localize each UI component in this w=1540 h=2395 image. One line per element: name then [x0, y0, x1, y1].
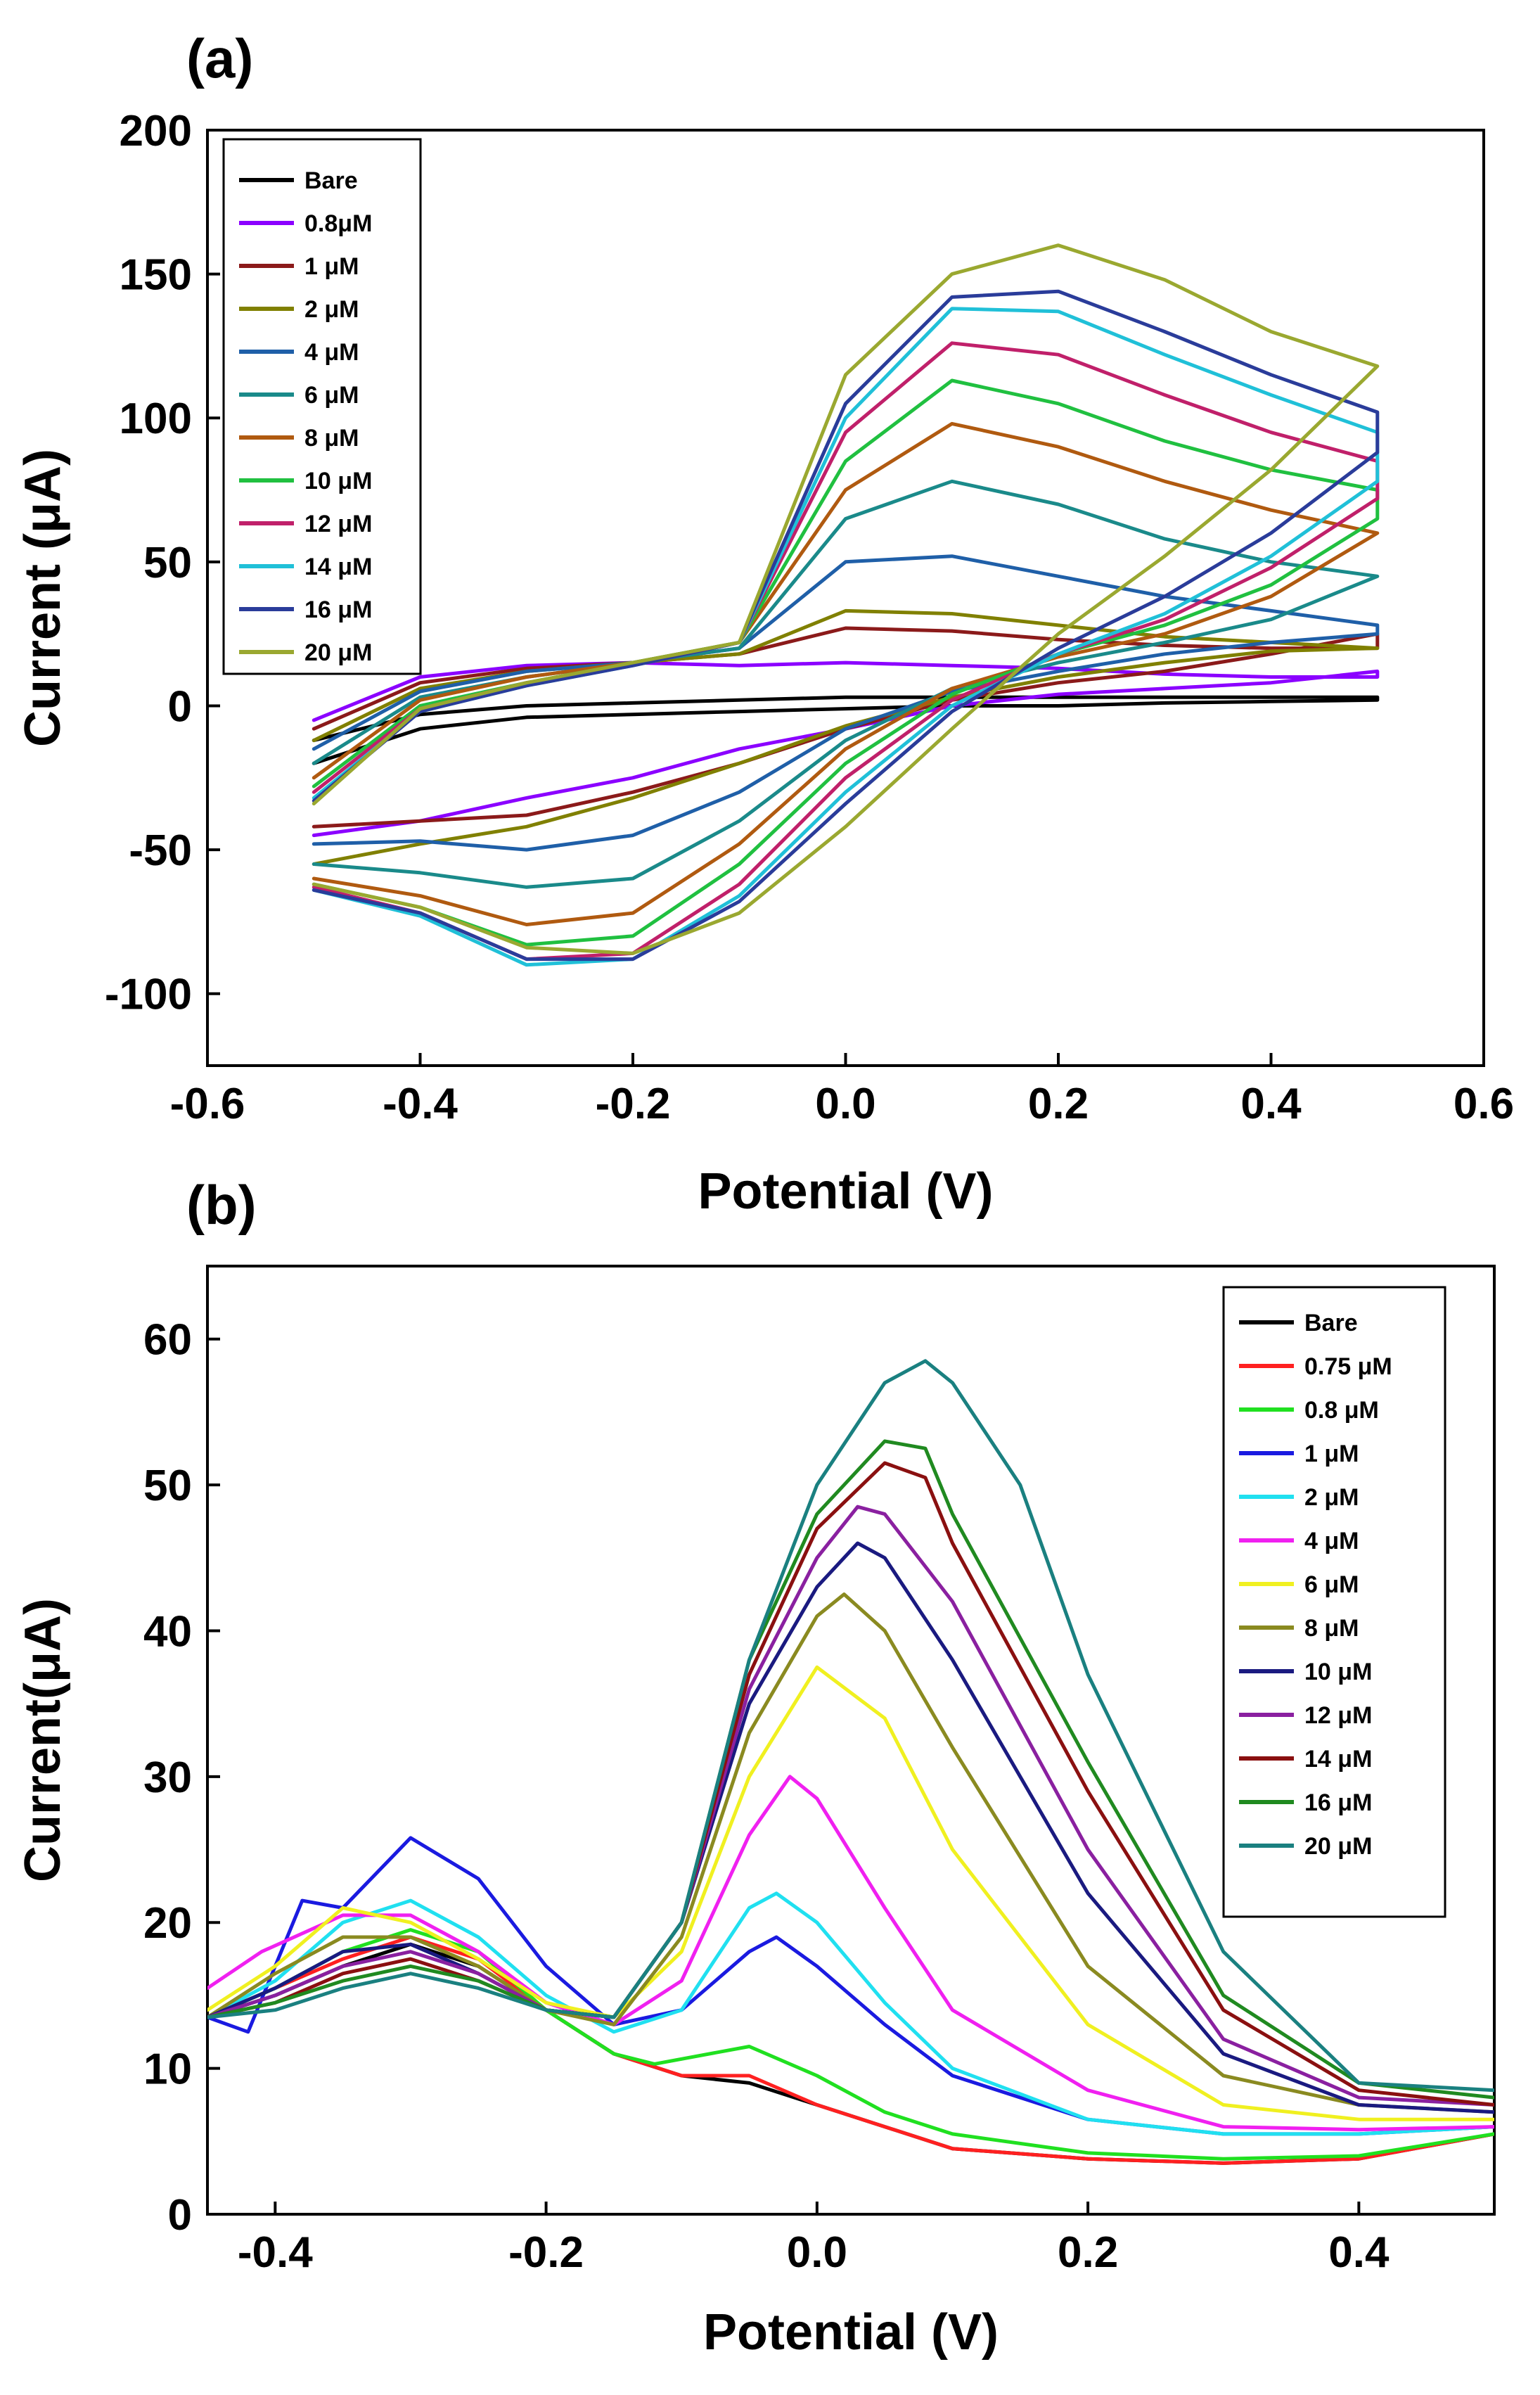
legend-entry: 2 μM: [1304, 1484, 1359, 1511]
y-tick-label: 50: [143, 1462, 192, 1510]
legend-entry: 2 μM: [304, 296, 359, 323]
legend-entry: 1 μM: [304, 253, 359, 280]
series-line: [207, 1359, 1494, 2093]
panel-label: (b): [186, 1174, 257, 1236]
legend-box: [1222, 1286, 1446, 1918]
legend-entry: 8 μM: [304, 425, 359, 452]
y-tick-label: 30: [143, 1754, 192, 1802]
x-axis-label: Potential (V): [698, 1163, 993, 1220]
series-line: [312, 341, 1380, 962]
y-tick-label: 20: [143, 1899, 192, 1948]
x-tick-label: -0.4: [238, 2228, 313, 2277]
series-group: [312, 243, 1380, 967]
panel-a: (a) -0.6 -0.4 -0.2 0.0 0.2 0.4 0.6 -100 -50 0 50 100…: [15, 27, 1514, 1220]
series-line: [207, 1665, 1494, 2121]
y-tick-label: -50: [129, 826, 192, 875]
legend-box: [222, 138, 422, 675]
legend-entry: 10 μM: [1304, 1659, 1372, 1685]
y-tick-label: 100: [120, 395, 192, 443]
y-tick-label: 50: [143, 539, 192, 587]
legend-entry: 20 μM: [1304, 1833, 1372, 1860]
x-axis-label: Potential (V): [703, 2304, 999, 2361]
panel-b: (b) -0.4 -0.2 0.0 0.2 0.4 0 10 20 30 40 50 60 Potenti…: [15, 1174, 1496, 2361]
y-tick-label: 40: [143, 1607, 192, 1656]
y-tick-label: -100: [105, 971, 192, 1019]
x-tick-label: -0.4: [383, 1080, 458, 1128]
series-line: [312, 695, 1380, 765]
legend-entry: Bare: [304, 167, 358, 194]
x-tick-label: 0.2: [1058, 2228, 1118, 2277]
legend-entry: 12 μM: [1304, 1702, 1372, 1729]
x-tick-label: -0.2: [596, 1080, 671, 1128]
x-tick-label: -0.2: [508, 2228, 584, 2277]
legend-entry: Bare: [1304, 1310, 1358, 1336]
x-tick-label: 0.2: [1028, 1080, 1089, 1128]
legend-entry: 6 μM: [1304, 1571, 1359, 1598]
series-line: [207, 1928, 1494, 2161]
legend-entry: 0.8 μM: [1304, 1397, 1379, 1424]
legend-entry: 16 μM: [304, 596, 372, 623]
series-line: [207, 1775, 1494, 2132]
series-line: [207, 1891, 1494, 2136]
y-tick-label: 60: [143, 1316, 192, 1365]
series-line: [312, 289, 1380, 962]
panel-label: (a): [186, 27, 253, 89]
series-line: [207, 1541, 1494, 2114]
legend-entry: 0.8μM: [304, 210, 372, 237]
y-tick-label: 10: [143, 2045, 192, 2094]
x-tick-label: 0.6: [1454, 1080, 1514, 1128]
y-tick-label: 0: [168, 2191, 192, 2240]
legend-entry: 1 μM: [1304, 1441, 1359, 1467]
legend-entry: 16 μM: [1304, 1789, 1372, 1816]
x-tick-label: -0.6: [170, 1080, 245, 1128]
legend-entry: 4 μM: [304, 339, 359, 366]
y-axis-label: Current (μA): [15, 449, 71, 747]
y-axis-label: Current(μA): [15, 1598, 71, 1882]
y-tick-label: 150: [120, 251, 192, 300]
legend-entry: 0.75 μM: [1304, 1353, 1392, 1380]
legend-entry: 12 μM: [304, 511, 372, 537]
legend-entry: 20 μM: [304, 639, 372, 666]
series-line: [312, 608, 1380, 866]
legend-entry: 4 μM: [1304, 1528, 1359, 1554]
y-tick-label: 200: [120, 107, 192, 155]
x-tick-label: 0.0: [815, 1080, 875, 1128]
series-line: [207, 1592, 1494, 2114]
series-line: [312, 660, 1380, 838]
series-line: [207, 1505, 1494, 2107]
legend-entry: 8 μM: [1304, 1615, 1359, 1642]
legend-entry: 6 μM: [304, 382, 359, 409]
legend-entry: 10 μM: [304, 468, 372, 494]
x-tick-label: 0.4: [1240, 1080, 1302, 1128]
legend-entry: 14 μM: [1304, 1746, 1372, 1773]
series-line: [207, 1461, 1494, 2107]
legend-entry: 14 μM: [304, 554, 372, 580]
x-tick-label: 0.0: [787, 2228, 847, 2277]
y-tick-label: 0: [168, 682, 192, 731]
series-group: [207, 1359, 1494, 2165]
x-tick-label: 0.4: [1328, 2228, 1390, 2277]
series-line: [312, 243, 1380, 955]
plot-frame: [206, 1265, 1496, 2216]
